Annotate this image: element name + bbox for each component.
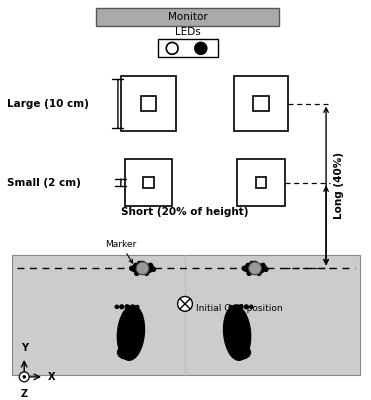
Circle shape <box>119 304 124 310</box>
Circle shape <box>148 263 153 268</box>
Bar <box>234 76 288 131</box>
Circle shape <box>130 304 135 309</box>
Circle shape <box>243 266 249 272</box>
Circle shape <box>253 262 259 267</box>
Bar <box>12 254 359 375</box>
Text: Short (20% of height): Short (20% of height) <box>121 207 249 217</box>
Circle shape <box>147 268 152 273</box>
Bar <box>121 76 175 131</box>
Circle shape <box>141 262 146 267</box>
Bar <box>158 40 217 57</box>
Circle shape <box>263 266 269 272</box>
Bar <box>141 96 157 112</box>
Bar <box>96 8 279 26</box>
Text: X: X <box>48 372 55 382</box>
Bar <box>256 177 266 188</box>
Circle shape <box>133 263 138 268</box>
Circle shape <box>132 264 137 270</box>
Circle shape <box>244 304 249 310</box>
Text: LEDs: LEDs <box>175 28 201 38</box>
Text: Small (2 cm): Small (2 cm) <box>7 178 81 188</box>
Circle shape <box>137 261 142 266</box>
Circle shape <box>115 304 119 309</box>
Circle shape <box>249 304 253 309</box>
Circle shape <box>129 266 135 271</box>
Text: Long (40%): Long (40%) <box>334 152 344 220</box>
Circle shape <box>242 266 247 271</box>
Circle shape <box>135 268 140 274</box>
Circle shape <box>19 372 29 382</box>
Circle shape <box>251 270 257 275</box>
Circle shape <box>249 262 262 275</box>
Text: Y: Y <box>21 343 28 353</box>
Circle shape <box>247 268 253 274</box>
Circle shape <box>134 270 139 276</box>
Circle shape <box>195 42 207 54</box>
Ellipse shape <box>117 345 138 360</box>
Circle shape <box>229 305 233 309</box>
Ellipse shape <box>230 345 251 360</box>
Circle shape <box>144 270 149 276</box>
Circle shape <box>233 304 238 309</box>
Circle shape <box>136 262 149 275</box>
Bar <box>143 177 154 188</box>
Circle shape <box>238 304 244 310</box>
Text: Marker: Marker <box>105 240 137 263</box>
Circle shape <box>135 305 139 309</box>
Ellipse shape <box>116 305 145 361</box>
Circle shape <box>149 264 154 270</box>
Circle shape <box>131 266 137 272</box>
Circle shape <box>166 42 178 54</box>
Ellipse shape <box>223 305 252 361</box>
Circle shape <box>139 270 144 275</box>
Circle shape <box>261 264 267 270</box>
Text: Z: Z <box>21 389 28 399</box>
Circle shape <box>260 263 266 268</box>
Circle shape <box>255 268 261 274</box>
Circle shape <box>259 268 265 273</box>
Circle shape <box>151 266 156 272</box>
Circle shape <box>140 261 145 266</box>
Circle shape <box>256 270 262 276</box>
Circle shape <box>249 261 255 266</box>
Bar <box>237 159 285 206</box>
Bar <box>125 159 172 206</box>
Circle shape <box>145 264 150 269</box>
Circle shape <box>246 270 252 276</box>
Text: Large (10 cm): Large (10 cm) <box>7 98 89 108</box>
Bar <box>253 96 269 112</box>
Circle shape <box>257 264 263 269</box>
Text: Initial CoM position: Initial CoM position <box>196 304 282 313</box>
Circle shape <box>22 375 26 379</box>
Circle shape <box>143 268 148 274</box>
Circle shape <box>245 263 251 268</box>
Circle shape <box>124 304 130 310</box>
Circle shape <box>178 296 193 311</box>
Circle shape <box>252 261 258 266</box>
Text: Monitor: Monitor <box>168 12 207 22</box>
Circle shape <box>244 264 250 270</box>
